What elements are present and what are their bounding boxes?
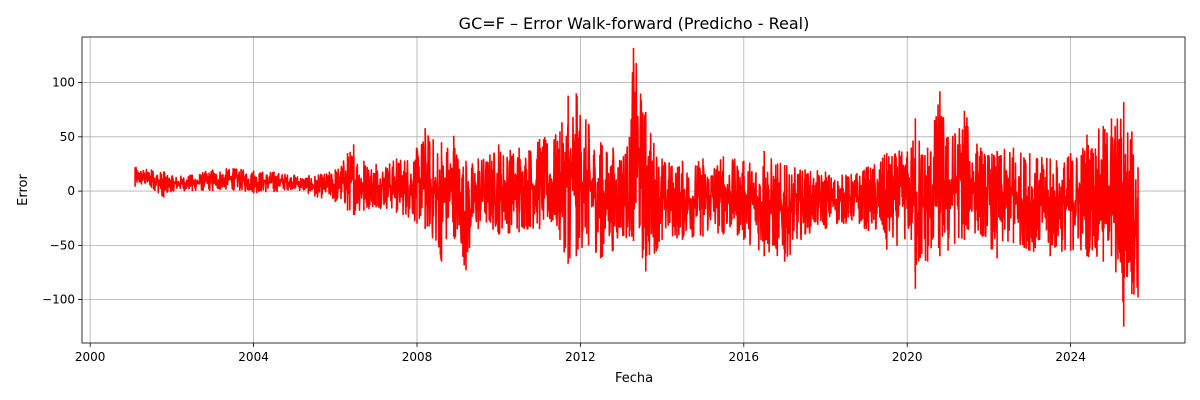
x-axis-title: Fecha bbox=[615, 371, 653, 386]
y-tick-label: −100 bbox=[42, 293, 75, 307]
x-tick-label: 2004 bbox=[238, 350, 269, 364]
y-tick-label: −50 bbox=[50, 238, 75, 252]
x-tick-label: 2000 bbox=[75, 350, 106, 364]
x-tick-label: 2012 bbox=[565, 350, 596, 364]
y-tick-label: 0 bbox=[67, 184, 75, 198]
axis-ticks: 2000 2004 2008 2012 2016 2020 2024 −100 −50 0 50 10… bbox=[42, 76, 1086, 364]
x-tick-label: 2016 bbox=[729, 350, 760, 364]
x-tick-label: 2024 bbox=[1055, 350, 1086, 364]
x-tick-label: 2008 bbox=[402, 350, 433, 364]
y-tick-label: 100 bbox=[52, 76, 75, 90]
chart-title: GC=F – Error Walk-forward (Predicho - Re… bbox=[459, 14, 810, 33]
y-axis-title: Error bbox=[16, 174, 31, 206]
y-tick-label: 50 bbox=[60, 130, 75, 144]
plot-frame bbox=[81, 36, 1186, 344]
x-tick-label: 2020 bbox=[892, 350, 923, 364]
series-error bbox=[134, 47, 1139, 327]
error-line bbox=[134, 47, 1139, 327]
